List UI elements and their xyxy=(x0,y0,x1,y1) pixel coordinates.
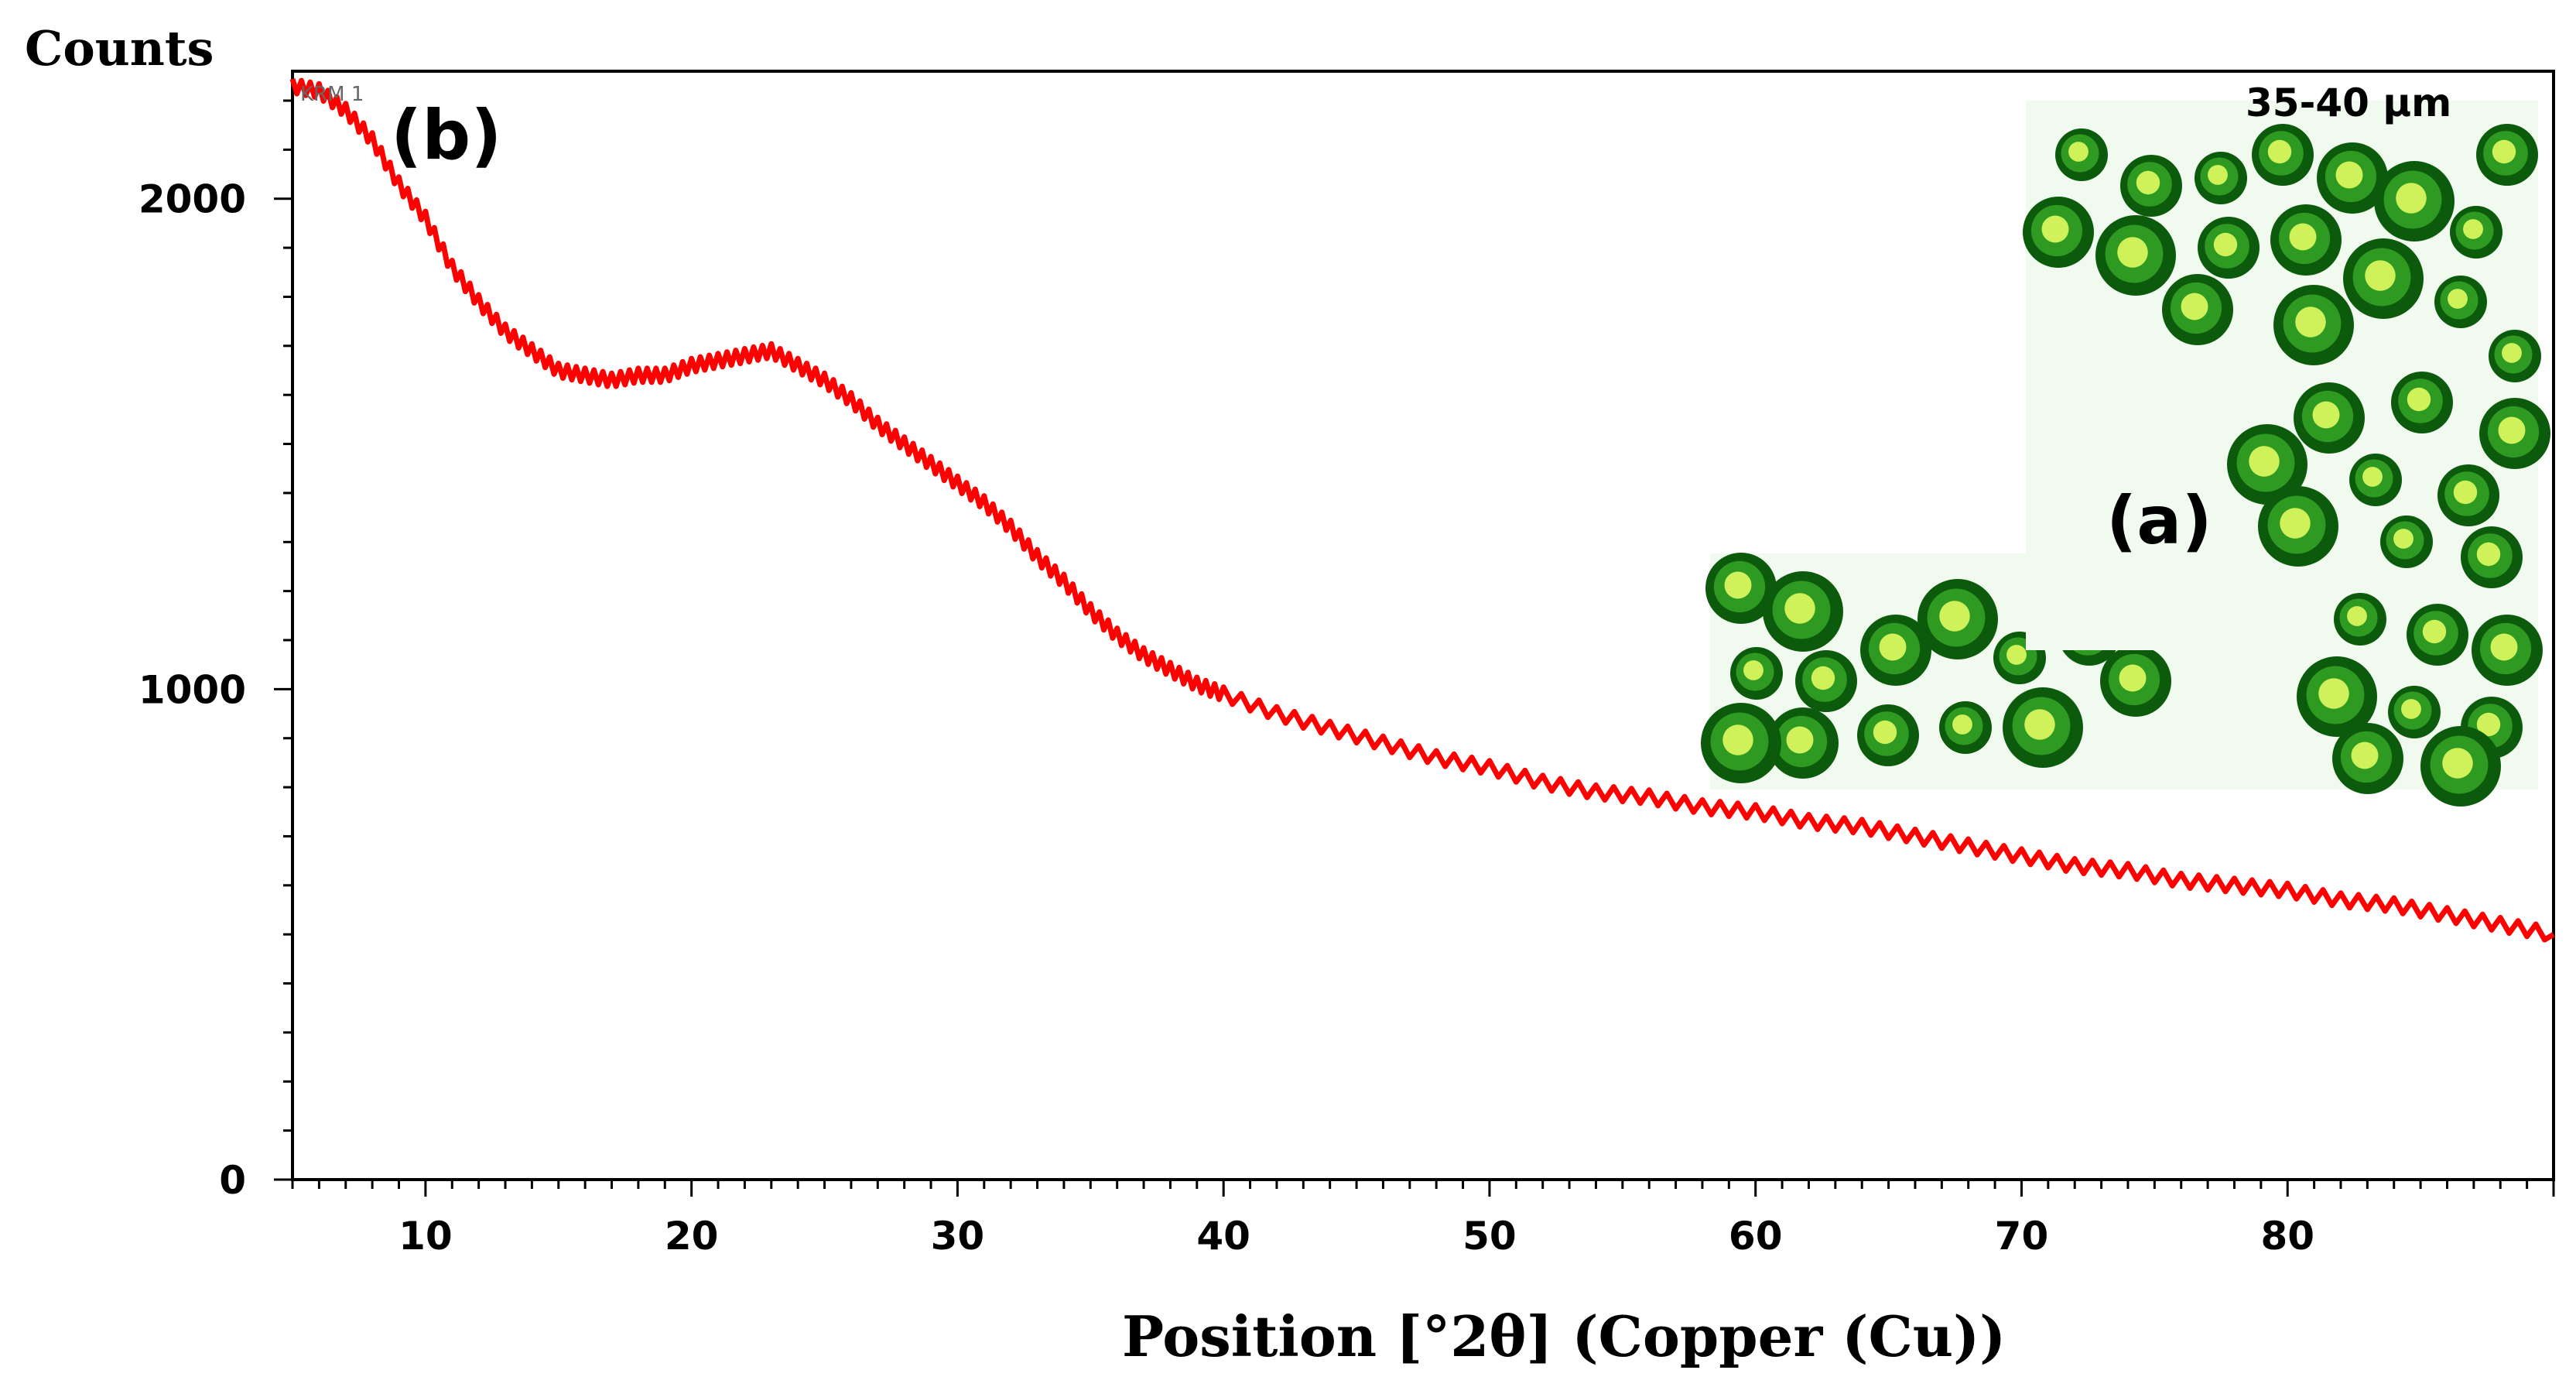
x-tick-label-20: 20 xyxy=(665,1214,719,1259)
x-tick-label-40: 40 xyxy=(1196,1214,1250,1259)
scale-label: 35-40 µm xyxy=(2246,80,2451,125)
x-tick-label-60: 60 xyxy=(1729,1214,1783,1259)
plot-frame xyxy=(291,70,2555,1181)
x-tick-label-70: 70 xyxy=(1995,1214,2049,1259)
y-tick-label-0: 0 xyxy=(219,1158,246,1203)
panel-label-a: (a) xyxy=(2106,482,2212,560)
y-axis-title: Counts xyxy=(25,20,214,77)
x-tick-label-10: 10 xyxy=(399,1214,453,1259)
micrograph-inset xyxy=(1701,101,2550,807)
x-tick-label-80: 80 xyxy=(2260,1214,2314,1259)
x-tick-label-50: 50 xyxy=(1462,1214,1517,1259)
x-axis-title: Position [°2θ] (Copper (Cu)) xyxy=(1122,1303,2006,1369)
corner-label: KRM 1 xyxy=(300,83,364,106)
y-tick-label-1000: 1000 xyxy=(139,667,246,712)
panel-label-b: (b) xyxy=(391,95,501,175)
x-tick-label-30: 30 xyxy=(931,1214,985,1259)
y-tick-label-2000: 2000 xyxy=(139,177,246,222)
x-axis: 10 20 30 40 50 60 70 80 xyxy=(291,1180,2555,1259)
series-line xyxy=(289,77,2555,943)
y-axis: 0 1000 2000 xyxy=(139,99,292,1203)
